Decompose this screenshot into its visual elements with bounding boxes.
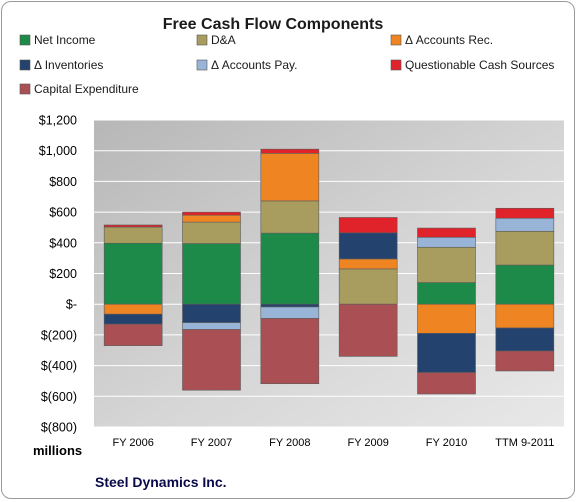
legend-swatch [390, 34, 402, 46]
bar-segment-capital-expenditure [103, 323, 163, 346]
legend-item-delta-inventories: Δ Inventories [19, 58, 103, 72]
bar-segment-questionable-cash-sources [103, 224, 163, 228]
bar-segment-d-a [338, 268, 398, 305]
legend-label: D&A [211, 33, 236, 47]
x-tick-label: TTM 9-2011 [495, 437, 554, 449]
legend-swatch [196, 59, 208, 71]
y-tick-label: $1,000 [39, 144, 77, 158]
bar-segment-delta-accounts-rec [182, 214, 241, 223]
units-label: millions [33, 443, 82, 458]
bar-segment-d-a [495, 230, 555, 266]
bar-segment-net-income [103, 242, 163, 305]
legend-item-delta-accounts-rec: Δ Accounts Rec. [390, 33, 493, 47]
bars [103, 148, 555, 395]
bar-segment-net-income [182, 243, 241, 305]
bar-segment-capital-expenditure [182, 329, 241, 391]
legend-swatch [19, 34, 31, 46]
bar-segment-questionable-cash-sources [182, 211, 241, 216]
y-tick-label: $1,200 [39, 114, 77, 128]
y-tick-label: $600 [49, 206, 77, 220]
legend-item-questionable-cash-sources: Questionable Cash Sources [390, 58, 554, 72]
bar-segment-delta-accounts-rec [417, 303, 476, 334]
legend-label: Δ Accounts Pay. [211, 58, 298, 72]
bar-segment-questionable-cash-sources [260, 148, 320, 154]
legend-label: Questionable Cash Sources [405, 58, 554, 72]
y-tick-label: $800 [49, 175, 77, 189]
x-tick-label: FY 2008 [269, 437, 310, 449]
bar-segment-d-a [260, 200, 320, 234]
bar-segment-questionable-cash-sources [338, 217, 398, 234]
bar-segment-delta-inventories [495, 327, 555, 352]
x-tick-label: FY 2006 [112, 437, 153, 449]
bar-segment-capital-expenditure [260, 318, 320, 385]
legend: Net Income D&A Δ Accounts Rec. Δ Inventorie… [19, 33, 554, 96]
y-tick-label: $- [66, 298, 77, 312]
y-tick-label: $400 [49, 236, 77, 250]
legend-item-capital-expenditure: Capital Expenditure [19, 82, 139, 96]
legend-label: Δ Accounts Rec. [405, 33, 493, 47]
y-tick-label: $200 [49, 267, 77, 281]
legend-swatch [196, 34, 208, 46]
bar-segment-net-income [417, 282, 476, 305]
bar-segment-delta-inventories [417, 333, 476, 373]
bar-segment-questionable-cash-sources [417, 227, 476, 238]
bar-segment-delta-accounts-rec [338, 258, 398, 270]
legend-swatch [19, 59, 31, 71]
x-tick-label: FY 2007 [191, 437, 232, 449]
y-tick-label: $(800) [41, 421, 77, 435]
y-tick-label: $(400) [41, 359, 77, 373]
bar-segment-delta-inventories [260, 303, 320, 308]
bar-segment-delta-accounts-pay [417, 236, 476, 248]
bar-segment-delta-accounts-rec [495, 303, 555, 329]
bar-segment-net-income [495, 264, 555, 305]
bar-segment-d-a [417, 246, 476, 283]
bar-segment-d-a [182, 221, 241, 244]
bar-segment-delta-inventories [182, 303, 241, 323]
legend-swatch [19, 83, 31, 95]
y-axis-ticks: $1,200 $1,000 $800 $600 $400 $200 $- $(200) $(40… [39, 114, 77, 435]
gridlines [94, 119, 564, 428]
bar-segment-questionable-cash-sources [495, 207, 555, 219]
y-tick-label: $(600) [41, 390, 77, 404]
bar-segment-delta-accounts-pay [182, 322, 241, 330]
legend-swatch [390, 59, 402, 71]
legend-label: Capital Expenditure [34, 82, 139, 96]
chart-title: Free Cash Flow Components [163, 16, 384, 33]
bar-segment-delta-accounts-pay [260, 306, 320, 319]
bar-segment-delta-accounts-pay [495, 217, 555, 232]
bar-segment-delta-inventories [103, 313, 163, 325]
legend-item-net-income: Net Income [19, 33, 96, 47]
legend-item-delta-accounts-pay: Δ Accounts Pay. [196, 58, 298, 72]
x-tick-label: FY 2010 [426, 437, 467, 449]
bar-segment-net-income [260, 232, 320, 305]
y-tick-label: $(200) [41, 328, 77, 342]
bar-segment-capital-expenditure [338, 303, 398, 357]
company-name: Steel Dynamics Inc. [95, 474, 227, 490]
bar-segment-delta-accounts-rec [103, 303, 163, 315]
bar-segment-delta-inventories [338, 232, 398, 260]
x-axis-ticks: FY 2006 FY 2007 FY 2008 FY 2009 FY 2010 TTM 9… [112, 437, 554, 449]
legend-label: Net Income [34, 33, 96, 47]
bar-segment-delta-accounts-rec [260, 153, 320, 202]
x-tick-label: FY 2009 [347, 437, 388, 449]
bar-segment-capital-expenditure [417, 372, 476, 395]
legend-label: Δ Inventories [34, 58, 103, 72]
bar-segment-d-a [103, 226, 163, 244]
legend-item-d-a: D&A [196, 33, 236, 47]
bar-segment-capital-expenditure [495, 350, 555, 372]
